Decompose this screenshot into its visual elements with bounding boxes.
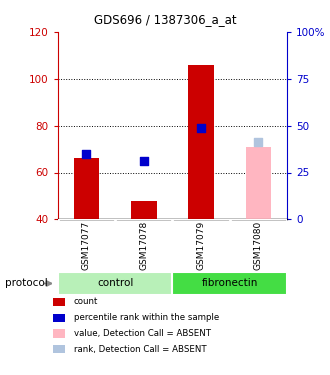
Point	[84, 151, 89, 157]
FancyBboxPatch shape	[58, 272, 173, 295]
Text: rank, Detection Call = ABSENT: rank, Detection Call = ABSENT	[74, 345, 206, 354]
Text: GSM17077: GSM17077	[82, 221, 91, 270]
FancyBboxPatch shape	[173, 272, 287, 295]
Text: percentile rank within the sample: percentile rank within the sample	[74, 313, 219, 322]
Text: control: control	[97, 279, 133, 288]
Text: protocol: protocol	[5, 279, 48, 288]
Point	[198, 125, 204, 131]
Bar	[131, 201, 157, 219]
Point	[141, 158, 147, 164]
Text: value, Detection Call = ABSENT: value, Detection Call = ABSENT	[74, 329, 211, 338]
Point	[256, 139, 261, 145]
Text: GSM17080: GSM17080	[254, 221, 263, 270]
Text: GSM17079: GSM17079	[197, 221, 206, 270]
Bar	[246, 147, 271, 219]
Text: GSM17078: GSM17078	[139, 221, 148, 270]
Text: count: count	[74, 297, 98, 306]
Bar	[74, 158, 99, 219]
Text: fibronectin: fibronectin	[202, 279, 258, 288]
Bar	[188, 64, 214, 219]
Text: GDS696 / 1387306_a_at: GDS696 / 1387306_a_at	[94, 13, 236, 26]
